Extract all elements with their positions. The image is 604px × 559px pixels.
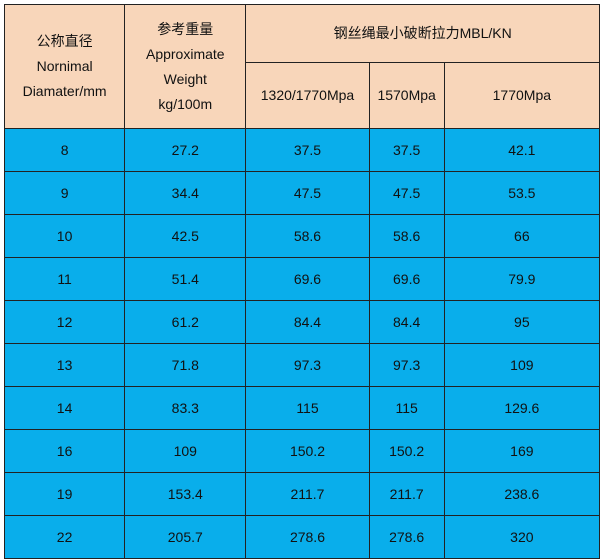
cell-mbl-1320-1770: 115: [245, 386, 370, 430]
cell-diameter: 19: [3, 472, 126, 516]
header-grade-1320-1770: 1320/1770Mpa: [245, 62, 370, 129]
cell-weight: 34.4: [124, 171, 247, 215]
cell-diameter: 22: [3, 515, 126, 559]
table-row: 12 61.2 84.4 84.4 95: [3, 300, 601, 344]
cell-mbl-1570: 278.6: [368, 515, 445, 559]
cell-weight: 109: [124, 429, 247, 473]
cell-weight: 83.3: [124, 386, 247, 430]
cell-mbl-1570: 69.6: [368, 257, 445, 301]
header-weight-en1: Approximate: [145, 45, 225, 62]
cell-weight: 51.4: [124, 257, 247, 301]
cell-mbl-1570: 150.2: [368, 429, 445, 473]
cell-mbl-1570: 97.3: [368, 343, 445, 387]
cell-mbl-1570: 84.4: [368, 300, 445, 344]
table-header: 公称直径 Nornimal Diamater/mm 参考重量 Approxima…: [3, 4, 601, 129]
cell-diameter: 12: [3, 300, 126, 344]
header-weight-unit: kg/100m: [158, 95, 213, 112]
cell-mbl-1570: 47.5: [368, 171, 445, 215]
cell-weight: 42.5: [124, 214, 247, 258]
cell-diameter: 9: [3, 171, 126, 215]
cell-mbl-1770: 320: [443, 515, 601, 559]
table-row: 22 205.7 278.6 278.6 320: [3, 515, 601, 559]
header-diameter-cn: 公称直径: [36, 33, 93, 49]
cell-mbl-1770: 109: [443, 343, 601, 387]
table-row: 9 34.4 47.5 47.5 53.5: [3, 171, 601, 215]
cell-weight: 153.4: [124, 472, 247, 516]
cell-mbl-1570: 37.5: [368, 128, 445, 172]
cell-weight: 27.2: [124, 128, 247, 172]
table-row: 16 109 150.2 150.2 169: [3, 429, 601, 473]
header-grade-1570: 1570Mpa: [368, 62, 445, 129]
cell-diameter: 11: [3, 257, 126, 301]
cell-mbl-1770: 53.5: [443, 171, 601, 215]
cell-mbl-1320-1770: 211.7: [245, 472, 370, 516]
cell-mbl-1570: 115: [368, 386, 445, 430]
cell-diameter: 13: [3, 343, 126, 387]
cell-mbl-1320-1770: 69.6: [245, 257, 370, 301]
table-row: 10 42.5 58.6 58.6 66: [3, 214, 601, 258]
cell-diameter: 10: [3, 214, 126, 258]
cell-mbl-1770: 129.6: [443, 386, 601, 430]
cell-mbl-1320-1770: 150.2: [245, 429, 370, 473]
cell-mbl-1770: 238.6: [443, 472, 601, 516]
header-diameter-en1: Nornimal: [36, 58, 93, 74]
header-weight-en2: Weight: [163, 70, 207, 87]
cell-mbl-1770: 169: [443, 429, 601, 473]
header-weight: 参考重量 Approximate Weight kg/100m: [124, 4, 247, 129]
cell-mbl-1570: 211.7: [368, 472, 445, 516]
cell-mbl-1320-1770: 84.4: [245, 300, 370, 344]
cell-diameter: 16: [3, 429, 126, 473]
table-row: 14 83.3 115 115 129.6: [3, 386, 601, 430]
cell-mbl-1320-1770: 278.6: [245, 515, 370, 559]
table-row: 11 51.4 69.6 69.6 79.9: [3, 257, 601, 301]
header-mbl-group: 钢丝绳最小破断拉力MBL/KN: [245, 4, 600, 63]
header-diameter-en2: Diamater/mm: [22, 83, 107, 99]
cell-mbl-1320-1770: 37.5: [245, 128, 370, 172]
cell-diameter: 8: [3, 128, 126, 172]
cell-diameter: 14: [3, 386, 126, 430]
cell-weight: 61.2: [124, 300, 247, 344]
cell-mbl-1320-1770: 47.5: [245, 171, 370, 215]
wire-rope-spec-table: 公称直径 Nornimal Diamater/mm 参考重量 Approxima…: [3, 4, 601, 559]
header-grade-1770: 1770Mpa: [443, 62, 601, 129]
cell-mbl-1770: 42.1: [443, 128, 601, 172]
cell-mbl-1770: 66: [443, 214, 601, 258]
header-diameter: 公称直径 Nornimal Diamater/mm: [3, 4, 126, 129]
table-body: 8 27.2 37.5 37.5 42.1 9 34.4 47.5 47.5 53.5 10 42.5…: [3, 128, 601, 559]
cell-mbl-1570: 58.6: [368, 214, 445, 258]
cell-weight: 205.7: [124, 515, 247, 559]
cell-mbl-1320-1770: 97.3: [245, 343, 370, 387]
cell-mbl-1770: 79.9: [443, 257, 601, 301]
header-weight-cn: 参考重量: [157, 20, 214, 37]
table-row: 8 27.2 37.5 37.5 42.1: [3, 128, 601, 172]
cell-weight: 71.8: [124, 343, 247, 387]
cell-mbl-1770: 95: [443, 300, 601, 344]
table-row: 13 71.8 97.3 97.3 109: [3, 343, 601, 387]
table-row: 19 153.4 211.7 211.7 238.6: [3, 472, 601, 516]
cell-mbl-1320-1770: 58.6: [245, 214, 370, 258]
